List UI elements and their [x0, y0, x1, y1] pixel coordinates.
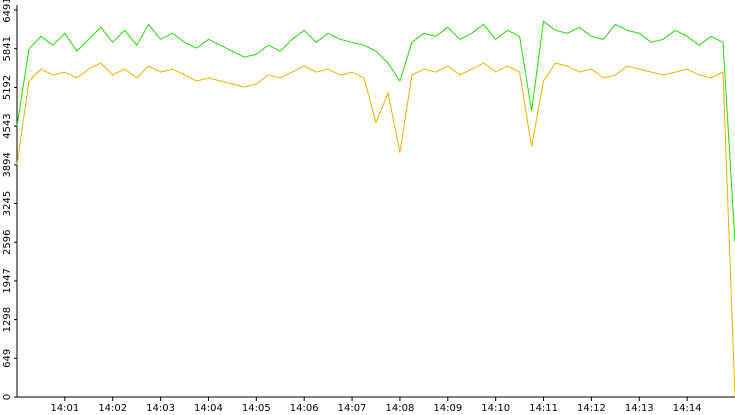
- x-tick-label: 14:04: [194, 403, 223, 414]
- y-tick-label: 5841: [2, 36, 13, 61]
- y-tick-label: 3245: [2, 191, 13, 216]
- x-tick-label: 14:02: [98, 403, 127, 414]
- x-tick-label: 14:11: [529, 403, 558, 414]
- x-tick-label: 14:10: [481, 403, 510, 414]
- y-tick-label: 2596: [2, 229, 13, 254]
- x-tick-label: 14:08: [386, 403, 415, 414]
- x-tick-label: 14:14: [673, 403, 702, 414]
- y-tick-label: 4543: [2, 113, 13, 138]
- y-tick-label: 1947: [2, 268, 13, 293]
- x-tick-label: 14:01: [50, 403, 79, 414]
- y-tick-label: 0: [2, 394, 13, 400]
- y-tick-label: 1298: [2, 307, 13, 332]
- y-tick-label: 3894: [2, 152, 13, 177]
- series-line: [16, 62, 735, 398]
- y-tick-label: 5192: [2, 75, 13, 100]
- x-tick-label: 14:13: [625, 403, 654, 414]
- x-tick-label: 14:12: [577, 403, 606, 414]
- x-tick-label: 14:07: [338, 403, 367, 414]
- y-tick-label: 649: [2, 349, 13, 368]
- series-line: [16, 20, 735, 243]
- x-tick-label: 14:06: [290, 403, 319, 414]
- x-tick-label: 14:05: [242, 403, 271, 414]
- y-tick-label: 6491: [2, 0, 13, 23]
- x-tick-label: 14:03: [146, 403, 175, 414]
- x-tick-label: 14:09: [433, 403, 462, 414]
